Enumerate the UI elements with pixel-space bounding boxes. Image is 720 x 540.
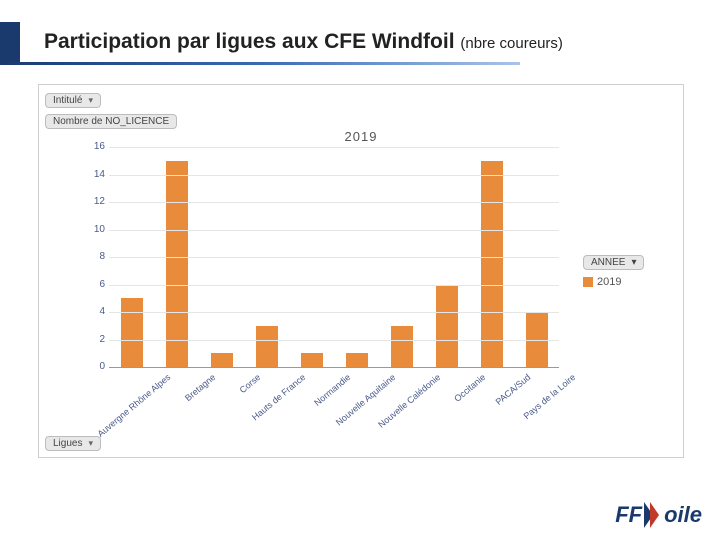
legend-label: 2019 bbox=[597, 276, 621, 288]
funnel-icon: ▾ bbox=[631, 257, 636, 268]
x-axis-label: Bretagne bbox=[134, 372, 217, 444]
bar bbox=[391, 326, 413, 367]
gridline bbox=[109, 312, 559, 313]
x-axis-label: Hauts de France bbox=[224, 372, 307, 444]
logo-text-right: oile bbox=[664, 502, 702, 528]
x-axis-label: Normandie bbox=[269, 372, 352, 444]
chart-frame: Intitulé ▾ Nombre de NO_LICENCE 2019 0 2 4… bbox=[38, 84, 684, 458]
gridline bbox=[109, 175, 559, 176]
bar bbox=[166, 161, 188, 367]
funnel-icon: ▾ bbox=[88, 95, 93, 106]
x-axis-label: Occitanie bbox=[404, 372, 487, 444]
legend-header-pill[interactable]: ANNEE ▾ bbox=[583, 255, 644, 270]
page-title-main: Participation par ligues aux CFE Windfoi… bbox=[44, 30, 455, 53]
logo-text-left: FF bbox=[615, 502, 642, 528]
x-axis-label: Nouvelle Calédonie bbox=[359, 372, 442, 444]
x-axis-label: Pays de la Loire bbox=[494, 372, 577, 444]
x-axis-label: Nouvelle Aquitaine bbox=[314, 372, 397, 444]
page-title-sub: (nbre coureurs) bbox=[460, 35, 563, 52]
title-bar: Participation par ligues aux CFE Windfoi… bbox=[0, 22, 720, 62]
bar bbox=[346, 353, 368, 367]
filter-pill-label: Intitulé bbox=[53, 95, 82, 106]
ffvoile-logo: FF oile bbox=[615, 502, 702, 528]
y-axis-label: 0 bbox=[79, 361, 105, 372]
x-axis-label: PACA/Sud bbox=[449, 372, 532, 444]
title-underline bbox=[0, 62, 520, 65]
legend-swatch bbox=[583, 277, 593, 287]
y-axis-label: 14 bbox=[79, 169, 105, 180]
gridline bbox=[109, 202, 559, 203]
gridline bbox=[109, 340, 559, 341]
filter-pill-licence[interactable]: Nombre de NO_LICENCE bbox=[45, 111, 177, 129]
slide: { "title": { "main": "Participation par … bbox=[0, 0, 720, 540]
x-axis-label: Auvergne Rhône Alpes bbox=[89, 372, 172, 444]
gridline bbox=[109, 230, 559, 231]
legend: ANNEE ▾ 2019 bbox=[583, 255, 673, 288]
y-axis-label: 16 bbox=[79, 141, 105, 152]
filter-pill-label: Ligues bbox=[53, 438, 82, 449]
chevron-down-icon: ▾ bbox=[88, 438, 93, 449]
filter-pill-ligues[interactable]: Ligues ▾ bbox=[45, 433, 101, 451]
bar bbox=[436, 285, 458, 368]
chart-title: 2019 bbox=[39, 129, 683, 144]
gridline bbox=[109, 147, 559, 148]
gridline bbox=[109, 367, 559, 368]
bar bbox=[301, 353, 323, 367]
y-axis-label: 2 bbox=[79, 334, 105, 345]
x-axis-labels: Auvergne Rhône AlpesBretagneCorseHauts d… bbox=[109, 370, 589, 450]
page-title: Participation par ligues aux CFE Windfoi… bbox=[44, 30, 563, 54]
y-axis-label: 8 bbox=[79, 251, 105, 262]
bar bbox=[121, 298, 143, 367]
filter-pill-label: Nombre de NO_LICENCE bbox=[53, 116, 169, 127]
y-axis-label: 10 bbox=[79, 224, 105, 235]
logo-chevron-icon bbox=[644, 502, 662, 528]
y-axis-label: 4 bbox=[79, 306, 105, 317]
bar bbox=[481, 161, 503, 367]
y-axis-label: 6 bbox=[79, 279, 105, 290]
gridline bbox=[109, 285, 559, 286]
legend-header-label: ANNEE bbox=[591, 257, 625, 268]
gridline bbox=[109, 257, 559, 258]
bar bbox=[256, 326, 278, 367]
title-accent-block bbox=[0, 22, 20, 62]
bar-chart: 0246810121416 bbox=[79, 147, 559, 367]
bar bbox=[211, 353, 233, 367]
x-axis-label: Corse bbox=[179, 372, 262, 444]
legend-item: 2019 bbox=[583, 276, 673, 288]
y-axis-label: 12 bbox=[79, 196, 105, 207]
filter-pill-intitule[interactable]: Intitulé ▾ bbox=[45, 90, 101, 108]
